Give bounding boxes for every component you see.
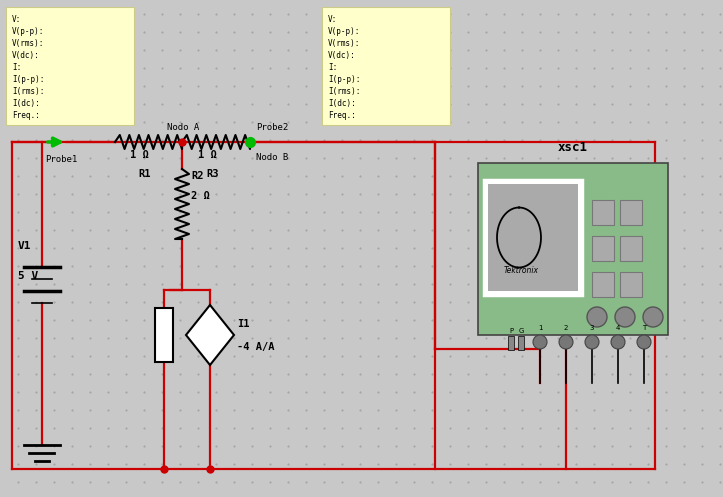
- Bar: [592, 272, 614, 297]
- Bar: [620, 200, 642, 225]
- Text: I(dc):: I(dc):: [12, 99, 40, 108]
- Bar: [518, 336, 524, 350]
- Text: I(p-p):: I(p-p):: [328, 75, 360, 84]
- Text: R1: R1: [139, 169, 151, 179]
- Text: V:: V:: [328, 15, 337, 24]
- Polygon shape: [186, 305, 234, 365]
- Circle shape: [615, 307, 635, 327]
- Text: V(p-p):: V(p-p):: [328, 27, 360, 36]
- Text: V(dc):: V(dc):: [328, 51, 356, 60]
- Bar: [322, 7, 450, 125]
- Bar: [478, 163, 668, 335]
- Bar: [620, 272, 642, 297]
- Text: Freq.:: Freq.:: [328, 111, 356, 120]
- Text: -4 A/A: -4 A/A: [237, 342, 275, 352]
- Text: 1: 1: [538, 325, 542, 331]
- Text: Probe1: Probe1: [45, 155, 77, 164]
- Text: G: G: [518, 328, 523, 334]
- Circle shape: [611, 335, 625, 349]
- Text: V(dc):: V(dc):: [12, 51, 40, 60]
- Text: Nodo A: Nodo A: [167, 123, 200, 132]
- Text: Probe2: Probe2: [256, 123, 288, 132]
- Text: V:: V:: [12, 15, 21, 24]
- Bar: [592, 200, 614, 225]
- Text: I(dc):: I(dc):: [328, 99, 356, 108]
- Text: V1: V1: [18, 241, 32, 251]
- Text: V(rms):: V(rms):: [328, 39, 360, 48]
- Text: I:: I:: [328, 63, 337, 72]
- Text: P: P: [509, 328, 513, 334]
- Circle shape: [585, 335, 599, 349]
- Text: 1 Ω: 1 Ω: [198, 150, 217, 160]
- Text: I(rms):: I(rms):: [328, 87, 360, 96]
- Text: 2: 2: [564, 325, 568, 331]
- Text: I1: I1: [237, 319, 249, 329]
- Text: R2: R2: [191, 171, 203, 181]
- Bar: [620, 236, 642, 261]
- Bar: [155, 308, 173, 362]
- Bar: [508, 336, 514, 350]
- Circle shape: [533, 335, 547, 349]
- Text: 3: 3: [590, 325, 594, 331]
- Bar: [484, 180, 582, 295]
- Text: Nodo B: Nodo B: [256, 153, 288, 162]
- Bar: [592, 236, 614, 261]
- Text: I(p-p):: I(p-p):: [12, 75, 44, 84]
- Bar: [6, 7, 134, 125]
- Text: 1 Ω: 1 Ω: [130, 150, 149, 160]
- Text: Freq.:: Freq.:: [12, 111, 40, 120]
- Text: R3: R3: [206, 169, 218, 179]
- Text: 4: 4: [616, 325, 620, 331]
- Text: 2 Ω: 2 Ω: [191, 191, 210, 201]
- Circle shape: [559, 335, 573, 349]
- Text: Tektronix: Tektronix: [504, 266, 539, 275]
- Text: V(rms):: V(rms):: [12, 39, 44, 48]
- Circle shape: [587, 307, 607, 327]
- Text: T: T: [642, 325, 646, 331]
- Bar: [488, 184, 578, 291]
- Text: V(p-p):: V(p-p):: [12, 27, 44, 36]
- Text: I(rms):: I(rms):: [12, 87, 44, 96]
- Text: I:: I:: [12, 63, 21, 72]
- Circle shape: [637, 335, 651, 349]
- Circle shape: [643, 307, 663, 327]
- Text: 5 V: 5 V: [18, 271, 38, 281]
- Text: xsc1: xsc1: [558, 141, 588, 154]
